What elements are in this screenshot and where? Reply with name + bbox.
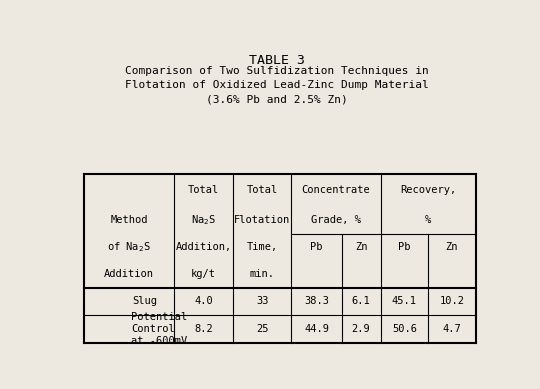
Text: Time,: Time,: [246, 242, 278, 252]
Text: 45.1: 45.1: [392, 296, 417, 306]
Text: Recovery,: Recovery,: [400, 186, 456, 195]
Text: Potential
Control
at -600mV: Potential Control at -600mV: [131, 312, 187, 345]
Text: Method: Method: [111, 216, 148, 225]
Text: 4.0: 4.0: [194, 296, 213, 306]
Text: 33: 33: [256, 296, 268, 306]
Text: Pb: Pb: [398, 242, 410, 252]
Text: Total: Total: [188, 186, 219, 195]
Text: kg/t: kg/t: [191, 269, 216, 279]
Text: 38.3: 38.3: [304, 296, 329, 306]
Text: 4.7: 4.7: [442, 324, 461, 334]
Text: Total: Total: [246, 186, 278, 195]
Text: 8.2: 8.2: [194, 324, 213, 334]
Text: 50.6: 50.6: [392, 324, 417, 334]
Text: Grade, %: Grade, %: [311, 216, 361, 225]
Text: Pb: Pb: [310, 242, 323, 252]
Text: 2.9: 2.9: [352, 324, 370, 334]
Text: 10.2: 10.2: [440, 296, 464, 306]
Text: Na$_2$S: Na$_2$S: [191, 214, 216, 227]
Text: %: %: [425, 216, 431, 225]
Text: min.: min.: [249, 269, 275, 279]
Text: Concentrate: Concentrate: [302, 186, 370, 195]
Text: 44.9: 44.9: [304, 324, 329, 334]
Text: TABLE 3: TABLE 3: [249, 54, 305, 67]
Text: Zn: Zn: [446, 242, 458, 252]
Text: of Na$_2$S: of Na$_2$S: [107, 240, 151, 254]
Text: Zn: Zn: [355, 242, 367, 252]
Text: Addition,: Addition,: [176, 242, 232, 252]
Text: Addition: Addition: [104, 269, 154, 279]
Text: 6.1: 6.1: [352, 296, 370, 306]
Text: 25: 25: [256, 324, 268, 334]
Text: Flotation: Flotation: [234, 216, 290, 225]
Text: Slug: Slug: [133, 296, 158, 306]
Text: Comparison of Two Sulfidization Techniques in
Flotation of Oxidized Lead-Zinc Du: Comparison of Two Sulfidization Techniqu…: [125, 66, 429, 104]
